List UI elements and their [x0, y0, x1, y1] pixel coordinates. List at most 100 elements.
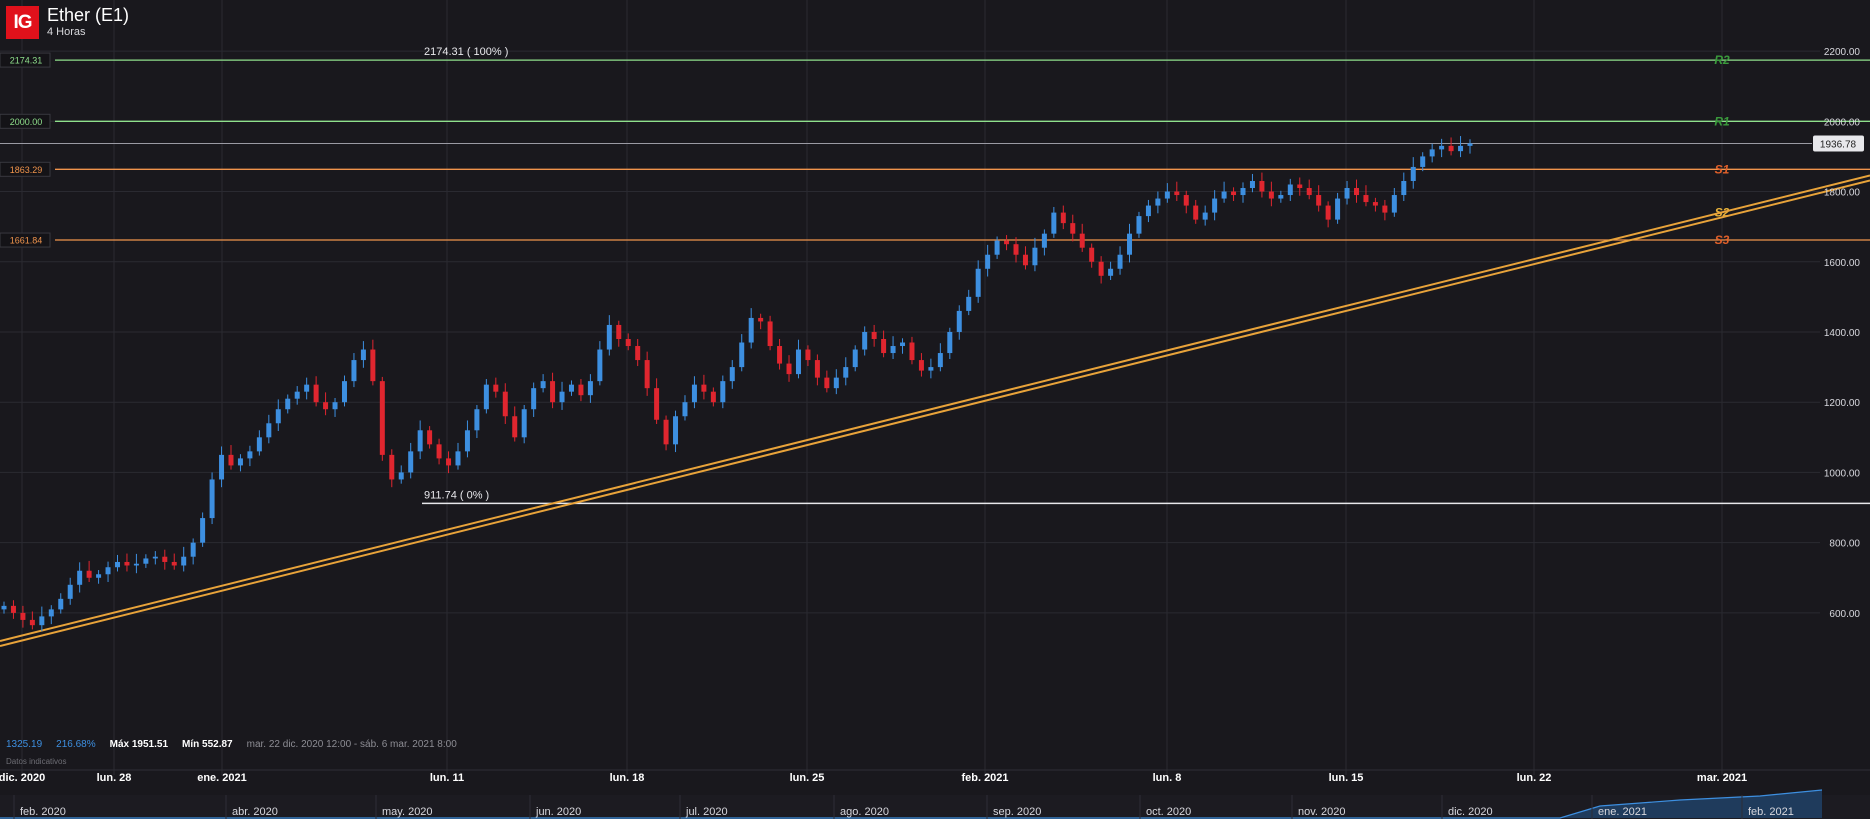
candle: [1060, 205, 1066, 230]
candle-body: [96, 574, 102, 578]
candle: [398, 465, 404, 484]
y-tick-label: 1000.00: [1824, 468, 1861, 479]
level-price-label: 1863.29: [10, 165, 43, 175]
candle-body: [294, 391, 300, 399]
candle: [682, 395, 688, 421]
candle-body: [521, 409, 527, 438]
candle-body: [1448, 145, 1454, 152]
navigator-tick-label: feb. 2020: [20, 806, 66, 818]
candle-body: [616, 324, 622, 339]
candle: [1259, 172, 1265, 198]
candle-body: [247, 451, 253, 459]
candle: [691, 376, 697, 409]
y-tick-label: 2000.00: [1824, 117, 1861, 128]
candle: [673, 410, 679, 453]
candle-body: [824, 377, 830, 389]
candle: [1278, 190, 1284, 203]
candle: [1297, 177, 1303, 196]
trendline-upper: [0, 174, 1870, 642]
candle-body: [1202, 212, 1208, 220]
candle-body: [720, 381, 726, 403]
candle: [1249, 173, 1255, 193]
candle-body: [1240, 188, 1246, 196]
ig-logo: IG: [6, 6, 39, 39]
candle: [114, 554, 120, 572]
candle-body: [909, 342, 915, 361]
x-tick-label: feb. 2021: [961, 772, 1008, 784]
candle-body: [209, 479, 215, 519]
candle: [606, 315, 612, 356]
candle-body: [1022, 254, 1028, 266]
candle: [360, 341, 366, 368]
candle: [852, 345, 858, 372]
candle: [351, 353, 357, 388]
candle-body: [162, 556, 168, 562]
candle-body: [323, 402, 329, 410]
candle: [900, 338, 906, 354]
candle: [814, 354, 820, 386]
candle-body: [881, 339, 887, 354]
candle: [550, 372, 556, 409]
candle: [1117, 246, 1123, 275]
y-tick-label: 1400.00: [1824, 328, 1861, 339]
navigator-tick-label: jun. 2020: [535, 806, 581, 818]
candle-body: [587, 381, 593, 396]
candle: [1306, 179, 1312, 200]
candle-body: [417, 430, 423, 452]
candle: [635, 339, 641, 367]
candle: [237, 454, 243, 472]
candle: [1155, 191, 1161, 214]
candle-body: [871, 331, 877, 339]
candle: [502, 383, 508, 424]
candle-body: [266, 423, 272, 438]
candle: [171, 553, 177, 570]
navigator-tick-label: oct. 2020: [1146, 806, 1191, 818]
candle: [597, 341, 603, 386]
candle-body: [360, 349, 366, 361]
candle-body: [1127, 233, 1133, 255]
candle-body: [928, 367, 934, 371]
candle: [578, 379, 584, 402]
candle-body: [531, 388, 537, 410]
candle-body: [1316, 195, 1322, 206]
candle-body: [975, 268, 981, 297]
candle-body: [1372, 202, 1378, 206]
candle: [275, 399, 281, 431]
candle-body: [1108, 268, 1114, 276]
candle: [493, 377, 499, 398]
candle: [909, 336, 915, 365]
candle-body: [625, 339, 631, 347]
candle: [937, 343, 943, 372]
candle: [654, 378, 660, 424]
candle-body: [474, 409, 480, 431]
y-tick-label: 1600.00: [1824, 258, 1861, 269]
x-tick-label: lun. 11: [430, 772, 464, 784]
navigator-tick-label: feb. 2021: [1748, 806, 1794, 818]
candle: [1410, 157, 1416, 189]
candle: [1127, 223, 1133, 263]
level-label-box: [0, 161, 51, 177]
candle: [767, 315, 773, 351]
navigator-tick-label: nov. 2020: [1298, 806, 1346, 818]
candle: [1231, 187, 1237, 202]
candle: [1372, 197, 1378, 212]
candle: [587, 374, 593, 403]
y-axis: 2200.00 2000.00 1800.00 1600.00 1400.00 1200.…: [1824, 47, 1861, 620]
candle-body: [446, 458, 452, 466]
candle: [455, 442, 461, 470]
candle: [474, 405, 480, 439]
candle: [1098, 256, 1104, 284]
candle: [256, 430, 262, 456]
candle: [105, 561, 111, 582]
candle: [29, 611, 35, 630]
navigator[interactable]: feb. 2020 abr. 2020 may. 2020 jun. 2020 jul.…: [0, 789, 1870, 819]
candle-body: [1278, 195, 1284, 199]
x-tick-label: lun. 28: [97, 772, 132, 784]
x-axis: dic. 2020 lun. 28 ene. 2021 lun. 11 lun. 18 l…: [0, 769, 1870, 784]
candlestick-series: [1, 136, 1473, 632]
candle: [625, 333, 631, 351]
candle-body: [1013, 244, 1019, 255]
candle-body: [332, 402, 338, 410]
candle-body: [1259, 180, 1265, 192]
